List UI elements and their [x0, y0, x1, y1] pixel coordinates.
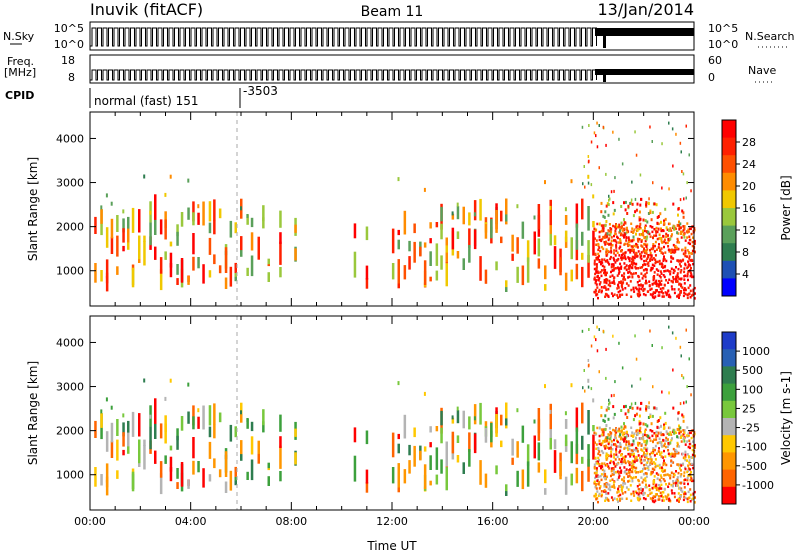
- velocity-scatter: [94, 325, 696, 504]
- freq-panel: Freq. [MHz] 18 8 60 0 Nave: [4, 54, 776, 84]
- velocity-ytick-label: 3000: [56, 381, 84, 394]
- freq-left-tick-bottom: 8: [68, 71, 75, 84]
- noise-left-tick-bottom: 10^0: [54, 38, 84, 51]
- velocity-colorbar: 1000 500 100 25 -25 -100 -500 -1000 Velocity [m…: [721, 331, 793, 505]
- noise-left-label: N.Sky: [3, 30, 35, 43]
- beam-title: Beam 11: [361, 4, 424, 20]
- velocity-colorbar-tick: 500: [742, 364, 763, 377]
- velocity-colorbar-tick: 100: [742, 383, 763, 396]
- velocity-colorbar-tick: -1000: [742, 479, 774, 492]
- velocity-colorbar-tick: 1000: [742, 345, 770, 358]
- freq-trace: [90, 69, 694, 82]
- velocity-ytick-label: 1000: [56, 469, 84, 482]
- power-ytick-label: 4000: [56, 132, 84, 145]
- power-colorbar-tick: 20: [742, 180, 756, 193]
- velocity-colorbar-label: Velocity [m s-1]: [779, 371, 793, 465]
- date-title: 13/Jan/2014: [597, 0, 694, 19]
- power-ylabel: Slant Range [km]: [26, 157, 40, 261]
- noise-right-tick-bottom: 10^0: [708, 38, 738, 51]
- noise-right-label: N.Search: [745, 30, 795, 43]
- power-ytick-label: 1000: [56, 265, 84, 278]
- cpid-mode-2: -3503: [243, 84, 278, 98]
- time-xtick-label: 20:00: [577, 515, 609, 528]
- power-ytick-label: 2000: [56, 221, 84, 234]
- power-colorbar-tick: 16: [742, 202, 756, 215]
- cpid-row: CPID normal (fast) 151 -3503: [5, 84, 278, 108]
- velocity-colorbar-tick: -100: [742, 441, 767, 454]
- station-title: Inuvik (fitACF): [90, 0, 203, 19]
- power-colorbar-tick: 24: [742, 158, 756, 171]
- noise-right-tick-top: 10^5: [708, 22, 738, 35]
- power-ytick-label: 3000: [56, 177, 84, 190]
- freq-right-tick-bottom: 0: [708, 71, 715, 84]
- power-colorbar-tick: 4: [742, 268, 749, 281]
- time-xtick-label: 00:00: [678, 515, 710, 528]
- time-xlabel: Time UT: [366, 539, 417, 553]
- power-colorbar-tick: 12: [742, 224, 756, 237]
- cpid-label: CPID: [5, 89, 34, 102]
- velocity-ylabel: Slant Range [km]: [26, 361, 40, 465]
- freq-left-label-1: Freq.: [7, 55, 34, 68]
- power-colorbar: 4 8 12 16 20 24 28 Power [dB]: [721, 119, 793, 297]
- time-xtick-label: 16:00: [477, 515, 509, 528]
- freq-left-tick-top: 18: [61, 54, 75, 67]
- time-xtick-label: 08:00: [275, 515, 307, 528]
- velocity-colorbar-tick: -500: [742, 460, 767, 473]
- freq-right-tick-top: 60: [708, 54, 722, 67]
- power-colorbar-tick: 28: [742, 136, 756, 149]
- velocity-ytick-label: 2000: [56, 425, 84, 438]
- power-panel: 1000 2000 3000 4000 Slant Range [km]: [26, 111, 696, 307]
- noise-left-tick-top: 10^5: [54, 22, 84, 35]
- noise-trace: [90, 27, 694, 48]
- cpid-mode: normal (fast) 151: [94, 94, 198, 108]
- velocity-colorbar-tick: 25: [742, 402, 756, 415]
- velocity-colorbar-tick: -25: [742, 422, 760, 435]
- velocity-panel: 1000 2000 3000 4000 00:00 04:00 08:00 12:00 16:…: [26, 315, 710, 553]
- time-xtick-label: 04:00: [175, 515, 207, 528]
- velocity-ytick-label: 4000: [56, 336, 84, 349]
- noise-panel: N.Sky 10^5 10^0 10^5 10^0 N.Search: [3, 21, 795, 51]
- power-colorbar-label: Power [dB]: [779, 175, 793, 240]
- power-colorbar-tick: 8: [742, 246, 749, 259]
- time-xtick-label: 12:00: [376, 515, 408, 528]
- freq-right-label: Nave: [748, 64, 776, 77]
- time-xtick-label: 00:00: [74, 515, 106, 528]
- power-scatter: [94, 121, 696, 300]
- freq-left-label-2: [MHz]: [4, 66, 36, 79]
